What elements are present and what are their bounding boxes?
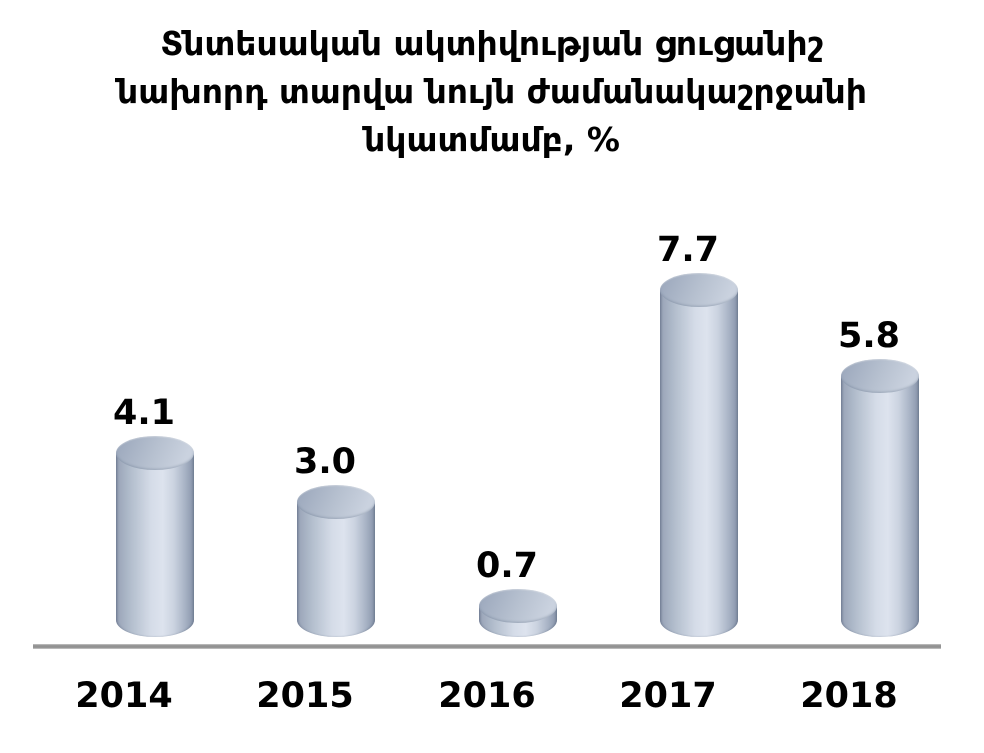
chart-title-line-3: նկատմամբ, % [364, 120, 620, 159]
cylinder-body [841, 376, 919, 637]
cylinder-body [297, 502, 375, 637]
x-axis-label-2017: 2017 [619, 676, 717, 716]
x-axis-line [33, 644, 941, 649]
cylinder-body [660, 290, 738, 637]
cylinder-bar-2015 [297, 485, 375, 637]
x-axis-label-2014: 2014 [75, 676, 173, 716]
cylinder-body [116, 453, 194, 637]
cylinder-bar-2014 [116, 436, 194, 637]
cylinder-bar-2018 [841, 359, 919, 637]
value-label-2014: 4.1 [112, 393, 175, 433]
cylinder-top-face [479, 589, 557, 623]
value-label-2015: 3.0 [293, 442, 356, 482]
x-axis-label-2018: 2018 [800, 676, 898, 716]
chart-title-line-2: նախորդ տարվա նույն ժամանակաշրջանի [117, 72, 867, 111]
x-axis-label-2016: 2016 [438, 676, 536, 716]
value-label-2016: 0.7 [475, 546, 538, 586]
value-label-2017: 7.7 [656, 230, 719, 270]
cylinder-bar-2017 [660, 273, 738, 637]
cylinder-top-face [660, 273, 738, 307]
chart-title-line-1: Տնտեսական ակտիվության ցուցանիշ [160, 24, 824, 63]
cylinder-top-face [841, 359, 919, 393]
chart-title: Տնտեսական ակտիվության ցուցանիշ նախորդ տա… [0, 20, 984, 164]
x-axis-label-2015: 2015 [256, 676, 354, 716]
cylinder-top-face [116, 436, 194, 470]
cylinder-top-face [297, 485, 375, 519]
cylinder-bar-2016 [479, 589, 557, 637]
value-label-2018: 5.8 [837, 316, 900, 356]
